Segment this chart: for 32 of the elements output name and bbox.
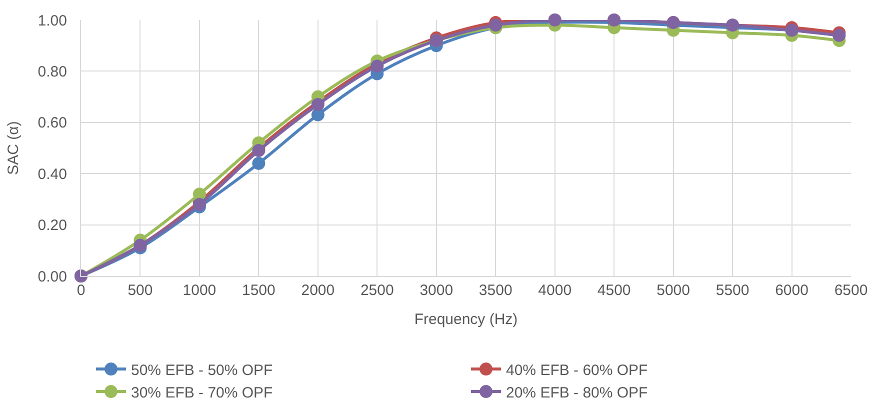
x-tick-label: 1500 xyxy=(242,282,276,299)
point xyxy=(370,60,384,73)
y-tick-label: 0.20 xyxy=(38,217,67,234)
y-tick-label: 0.00 xyxy=(38,268,67,286)
x-tick-label: 4500 xyxy=(597,282,631,299)
y-axis-title: SAC (α) xyxy=(5,121,22,175)
legend-label: 30% EFB - 70% OPF xyxy=(131,384,273,402)
x-tick-label: 0 xyxy=(76,282,86,299)
point xyxy=(252,144,266,158)
legend-label: 20% EFB - 80% OPF xyxy=(506,384,648,402)
point xyxy=(192,198,206,211)
point xyxy=(252,156,266,170)
x-tick-label: 5500 xyxy=(716,282,750,299)
point xyxy=(489,18,502,32)
y-tick-label: 1.00 xyxy=(38,12,67,30)
legend-label: 50% EFB - 50% OPF xyxy=(131,362,273,379)
x-axis-title: Frequency (Hz) xyxy=(414,311,518,328)
x-tick-label: 6000 xyxy=(775,282,808,299)
x-tick-label: 2000 xyxy=(301,282,335,299)
x-tick-label: 500 xyxy=(128,282,153,299)
x-tick-label: 3000 xyxy=(420,282,454,299)
x-tick-label: 3500 xyxy=(478,282,512,299)
y-tick-label: 0.40 xyxy=(38,166,67,183)
x-tick-label: 1000 xyxy=(182,282,216,299)
x-tick-label: 4000 xyxy=(538,282,572,299)
x-tick-label: 2500 xyxy=(360,282,394,299)
x-tick-label: 6500 xyxy=(834,282,868,299)
point xyxy=(311,98,324,111)
y-tick-label: 0.80 xyxy=(38,63,67,80)
legend-label: 40% EFB - 60% OPF xyxy=(506,362,648,379)
y-tick-label: 0.60 xyxy=(38,114,67,132)
x-tick-label: 5000 xyxy=(656,282,690,299)
